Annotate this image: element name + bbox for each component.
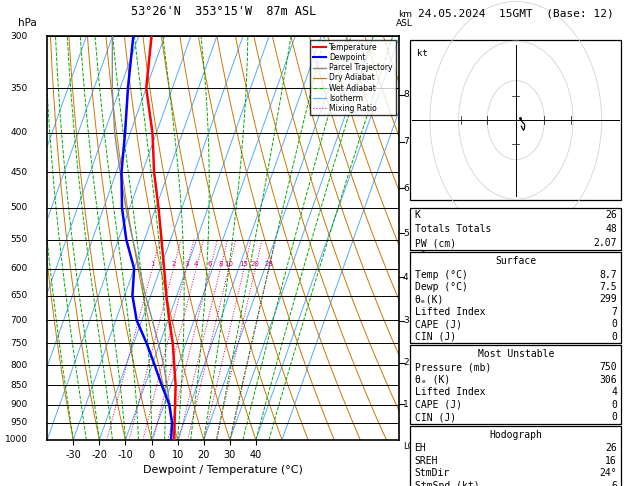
FancyBboxPatch shape [410,208,621,250]
Text: 8: 8 [218,260,223,267]
Text: SREH: SREH [415,456,438,466]
Text: Mixing Ratio (g/kg): Mixing Ratio (g/kg) [420,219,428,298]
Text: 28: 28 [264,260,274,267]
FancyBboxPatch shape [410,252,621,343]
Text: 550: 550 [11,235,28,244]
Text: CAPE (J): CAPE (J) [415,400,462,410]
Text: 53°26'N  353°15'W  87m ASL: 53°26'N 353°15'W 87m ASL [131,5,316,18]
Text: 300: 300 [11,32,28,41]
Text: 3: 3 [184,260,189,267]
Text: 650: 650 [11,291,28,300]
Text: 2: 2 [403,359,409,367]
Text: PW (cm): PW (cm) [415,238,455,248]
Text: θₑ (K): θₑ (K) [415,375,450,385]
Text: StmDir: StmDir [415,469,450,478]
Text: 306: 306 [599,375,617,385]
Text: Hodograph: Hodograph [489,430,542,439]
Text: 8.7: 8.7 [599,270,617,279]
Text: LCL: LCL [403,442,418,451]
Text: 0: 0 [611,413,617,422]
Text: 7: 7 [403,138,409,146]
Text: 8: 8 [403,90,409,99]
Text: 24°: 24° [599,469,617,478]
Text: 850: 850 [11,381,28,390]
Text: CIN (J): CIN (J) [415,332,455,342]
Text: hPa: hPa [18,18,37,28]
Text: 750: 750 [599,363,617,372]
Text: 400: 400 [11,128,28,138]
Text: kt: kt [416,49,428,57]
Text: StmSpd (kt): StmSpd (kt) [415,481,479,486]
Text: 4: 4 [611,387,617,398]
FancyBboxPatch shape [410,40,621,200]
Text: 0: 0 [611,319,617,330]
Text: 1000: 1000 [5,435,28,444]
Text: 350: 350 [11,84,28,93]
Text: Dewp (°C): Dewp (°C) [415,282,467,292]
Text: Most Unstable: Most Unstable [477,349,554,359]
Text: 6: 6 [611,481,617,486]
Text: 26: 26 [605,210,617,220]
Text: Totals Totals: Totals Totals [415,224,491,234]
Text: 2: 2 [171,260,175,267]
Text: 20: 20 [251,260,260,267]
Text: Surface: Surface [495,256,537,266]
Text: km
ASL: km ASL [396,10,413,28]
Text: 4: 4 [194,260,198,267]
Text: Temp (°C): Temp (°C) [415,270,467,279]
Text: 1: 1 [150,260,155,267]
Text: Lifted Index: Lifted Index [415,387,485,398]
Text: 0: 0 [611,400,617,410]
Text: 0: 0 [611,332,617,342]
Text: 900: 900 [11,400,28,409]
Text: 3: 3 [403,316,409,325]
Text: K: K [415,210,420,220]
Text: 299: 299 [599,295,617,305]
Text: 7: 7 [611,307,617,317]
FancyBboxPatch shape [410,345,621,424]
Text: 1: 1 [403,399,409,409]
Text: 450: 450 [11,168,28,177]
Text: CAPE (J): CAPE (J) [415,319,462,330]
Text: 6: 6 [208,260,213,267]
Legend: Temperature, Dewpoint, Parcel Trajectory, Dry Adiabat, Wet Adiabat, Isotherm, Mi: Temperature, Dewpoint, Parcel Trajectory… [310,40,396,116]
Text: 7.5: 7.5 [599,282,617,292]
Text: CIN (J): CIN (J) [415,413,455,422]
Text: 500: 500 [11,203,28,212]
FancyBboxPatch shape [410,426,621,486]
Text: 800: 800 [11,361,28,369]
Text: 15: 15 [240,260,248,267]
Text: 24.05.2024  15GMT  (Base: 12): 24.05.2024 15GMT (Base: 12) [418,8,614,18]
Text: Lifted Index: Lifted Index [415,307,485,317]
Text: 750: 750 [11,339,28,348]
Text: Pressure (mb): Pressure (mb) [415,363,491,372]
Text: θₑ(K): θₑ(K) [415,295,444,305]
Text: 950: 950 [11,418,28,427]
X-axis label: Dewpoint / Temperature (°C): Dewpoint / Temperature (°C) [143,465,303,475]
Text: 5: 5 [403,229,409,238]
Text: 10: 10 [224,260,233,267]
Text: 16: 16 [605,456,617,466]
Text: 48: 48 [605,224,617,234]
Text: 4: 4 [403,273,409,282]
Text: 600: 600 [11,264,28,273]
Text: EH: EH [415,443,426,453]
Text: 700: 700 [11,316,28,325]
Text: 2.07: 2.07 [594,238,617,248]
Text: 26: 26 [605,443,617,453]
Text: 6: 6 [403,184,409,193]
